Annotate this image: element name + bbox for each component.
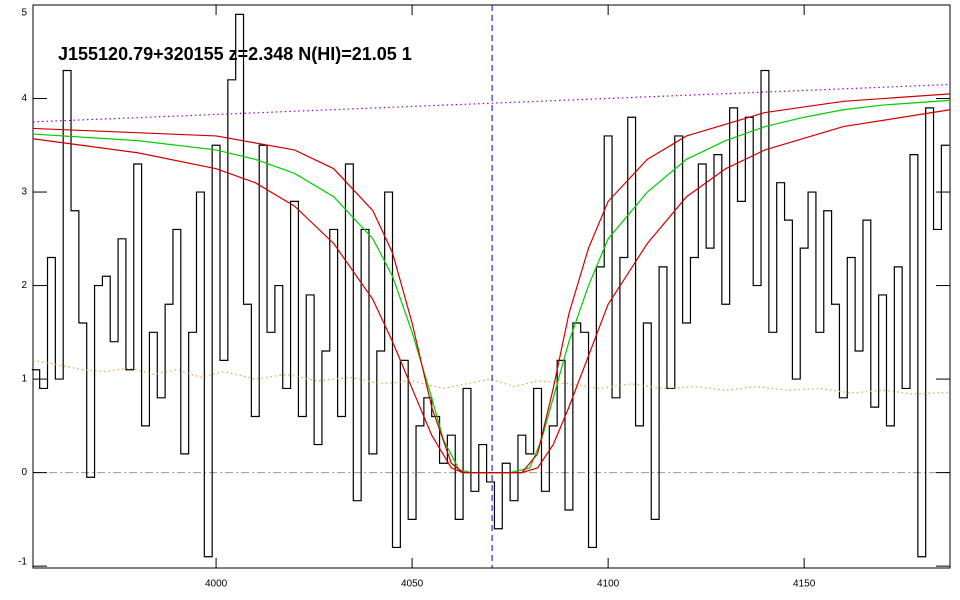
series-continuum [32,83,951,123]
series-model-upper [32,93,951,474]
series-error [32,359,951,395]
chart-title: J155120.79+320155 z=2.348 N(HI)=21.05 1 [58,44,412,64]
y-tick-label: 2 [21,280,27,291]
series-model-lower [32,109,951,474]
x-tick-label: 4000 [205,579,228,590]
y-tick-label: 5 [21,8,27,19]
x-tick-label: 4050 [401,579,424,590]
x-tick-label: 4100 [597,579,620,590]
y-tick-label: 3 [21,187,27,198]
y-tick-label: 1 [21,374,27,385]
y-tick-label: 4 [21,93,27,104]
plot-frame [32,4,951,569]
series-model [32,99,951,474]
series-flux [31,13,950,558]
x-tick-label: 4150 [793,579,816,590]
y-tick-label: 0 [21,467,27,478]
y-tick-label: -1 [18,557,27,568]
